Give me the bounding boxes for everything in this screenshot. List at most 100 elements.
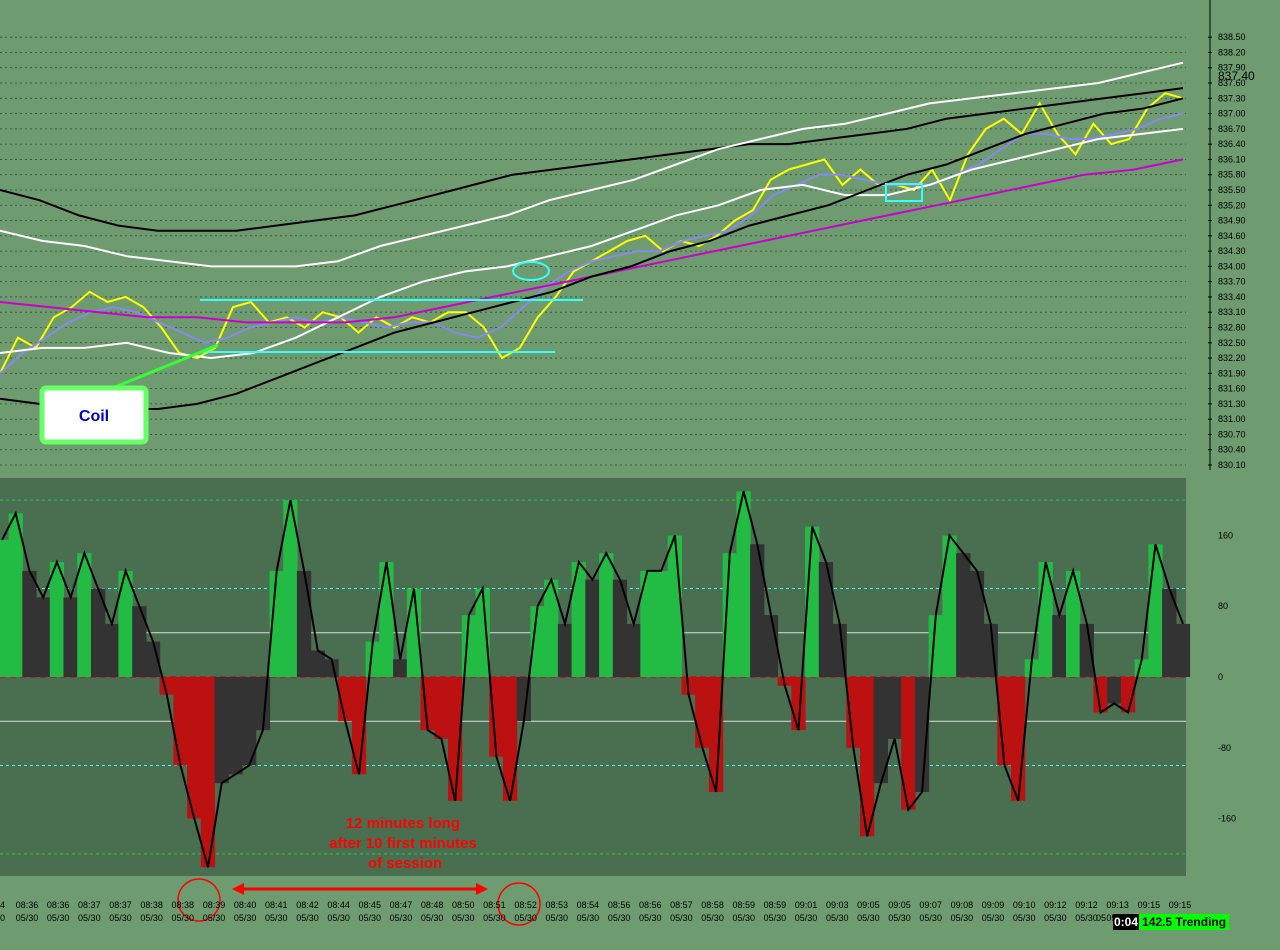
price-tick-label: 838.20 — [1218, 47, 1246, 57]
last-price-label: 837.40 — [1218, 69, 1255, 83]
price-tick-label: 833.70 — [1218, 277, 1246, 287]
oscillator-bar — [544, 579, 559, 677]
oscillator-bar — [1175, 623, 1191, 677]
date-tick-label: 05/30 — [16, 913, 39, 923]
oscillator-bar — [200, 677, 216, 868]
time-tick-label: 08:36 — [16, 900, 39, 910]
price-tick-label: 834.00 — [1218, 261, 1246, 271]
time-tick-label: 08:56 — [608, 900, 631, 910]
annotation-line-2: after 10 first minutes — [329, 835, 477, 852]
oscillator-bar — [145, 641, 161, 677]
date-tick-label: 05/30 — [327, 913, 350, 923]
time-tick-label: 08:54 — [577, 900, 600, 910]
date-tick-label: 05/30 — [982, 913, 1005, 923]
time-tick-label: 08:51 — [483, 900, 506, 910]
oscillator-bar — [901, 677, 916, 810]
coil-label-box — [39, 385, 149, 445]
oscillator-bar — [351, 677, 367, 775]
price-tick-label: 833.40 — [1218, 292, 1246, 302]
price-tick-label: 832.50 — [1218, 338, 1246, 348]
oscillator-bar — [379, 562, 394, 677]
annotation-line-1: 12 minutes long — [346, 815, 460, 832]
oscillator-bar — [0, 539, 10, 677]
oscillator-bar — [77, 553, 92, 677]
oscillator-bar — [1011, 677, 1026, 801]
oscillator-bar — [969, 570, 985, 677]
date-tick-label: 05/30 — [483, 913, 506, 923]
price-series-line — [0, 87, 1184, 232]
time-tick-label: 09:15 — [1169, 900, 1192, 910]
arrow-head-left — [232, 883, 244, 895]
oscillator-bar — [612, 579, 628, 677]
time-tick-label: 08:48 — [421, 900, 444, 910]
time-axis: 08:36 05/30 08:36 05/30 08:37 05/30 08:37 05/30… — [0, 900, 1191, 923]
end-circle — [497, 882, 541, 926]
time-tick-label: 09:09 — [982, 900, 1005, 910]
status-bar: 0:04 142.5 Trending — [1113, 914, 1230, 930]
price-tick-label: 832.20 — [1218, 353, 1246, 363]
date-tick-label: 05/30 — [764, 913, 787, 923]
oscillator-bar — [846, 677, 861, 748]
oscillator-bar — [475, 588, 490, 677]
price-tick-label: 835.20 — [1218, 200, 1246, 210]
date-tick-label: 05/30 — [514, 913, 537, 923]
date-tick-label: 05/30 — [919, 913, 942, 923]
oscillator-bar — [214, 677, 229, 784]
time-tick-label: 09:07 — [919, 900, 942, 910]
oscillator-line — [1, 491, 1184, 868]
oscillator-bar — [502, 677, 518, 801]
oscillator-bar — [887, 677, 902, 739]
price-tick-label: 838.50 — [1218, 32, 1246, 42]
price-tick-label: 837.00 — [1218, 109, 1246, 119]
oscillator-bar — [118, 570, 133, 677]
date-tick-label: 05/30 — [639, 913, 662, 923]
price-series — [0, 61, 1184, 410]
oscillator-bar — [860, 677, 875, 837]
time-tick-label: 09:05 — [857, 900, 880, 910]
time-tick-label: 08:41 — [265, 900, 288, 910]
price-tick-label: 837.30 — [1218, 93, 1246, 103]
price-tick-label: 836.70 — [1218, 124, 1246, 134]
time-tick-label: 09:10 — [1013, 900, 1036, 910]
edge-label-left-bottom: 0 — [0, 913, 5, 923]
oscillator-bar — [1066, 570, 1081, 677]
arrow-head-right — [476, 883, 488, 895]
price-annotations: Coil — [39, 183, 923, 445]
oscillator-bar — [228, 677, 243, 775]
price-tick-label: 837.90 — [1218, 63, 1246, 73]
oscillator-bar — [269, 570, 284, 677]
oscillator-bar — [585, 579, 600, 677]
oscillator-bar — [695, 677, 710, 748]
oscillator-bar — [557, 623, 573, 677]
oscillator-bar — [914, 677, 930, 792]
oscillator-bar — [571, 562, 586, 677]
start-circle — [177, 878, 221, 922]
oscillator-bar — [750, 544, 765, 677]
oscillator-bar — [434, 677, 449, 739]
price-tick-label: 831.90 — [1218, 368, 1246, 378]
date-tick-label: 05/30 — [732, 913, 755, 923]
oscillator-bar — [338, 677, 353, 722]
time-tick-label: 09:12 — [1075, 900, 1098, 910]
price-tick-label: 832.80 — [1218, 322, 1246, 332]
time-tick-label: 08:42 — [296, 900, 319, 910]
oscillator-tick-label: 80 — [1218, 601, 1228, 611]
edge-label-right: 05 — [1096, 913, 1106, 923]
date-tick-label: 05/30 — [826, 913, 849, 923]
status-label: 142.5 Trending — [1139, 914, 1230, 930]
oscillator-bar — [1162, 588, 1177, 677]
date-tick-label: 05/30 — [359, 913, 382, 923]
oscillator-bar — [187, 677, 202, 819]
oscillator-bar — [448, 677, 463, 801]
time-tick-label: 08:52 — [514, 900, 537, 910]
highlight-box — [885, 183, 923, 202]
date-tick-label: 05/30 — [140, 913, 163, 923]
oscillator-bar — [22, 570, 37, 677]
price-series-line — [0, 61, 1184, 268]
price-tick-label: 836.40 — [1218, 139, 1246, 149]
date-tick-label: 05/30 — [78, 913, 101, 923]
oscillator-bar — [1148, 544, 1163, 677]
time-tick-label: 08:40 — [234, 900, 257, 910]
oscillator-bar — [49, 562, 65, 677]
oscillator-bar — [942, 535, 957, 677]
